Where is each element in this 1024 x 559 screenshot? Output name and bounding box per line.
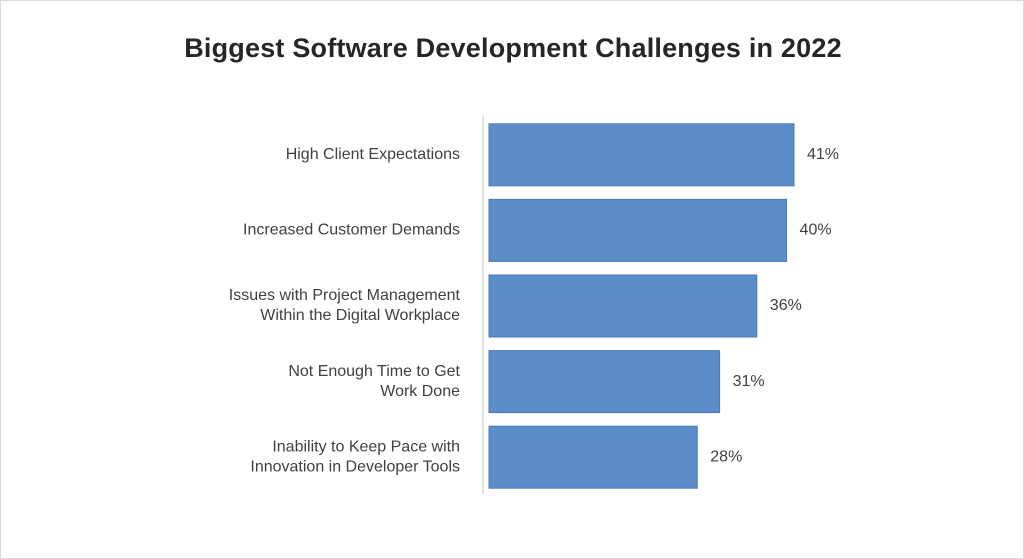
category-label-line: Innovation in Developer Tools: [250, 458, 460, 475]
category-label: Issues with Project Management Within the…: [229, 287, 461, 324]
bars-group: [488, 123, 795, 489]
data-label: 40%: [800, 222, 832, 239]
value-labels-group: 41% 40% 36% 31% 28%: [710, 146, 839, 465]
chart-title: Biggest Software Development Challenges …: [184, 33, 842, 63]
data-label: 36%: [770, 297, 802, 314]
category-label-line: Work Done: [380, 383, 460, 400]
data-label: 28%: [710, 448, 742, 465]
category-label-line: Not Enough Time to Get: [288, 363, 460, 380]
bar: [488, 274, 758, 338]
category-label-line: Issues with Project Management: [229, 287, 461, 304]
category-label: Increased Customer Demands: [243, 222, 460, 239]
category-label-line: Inability to Keep Pace with: [272, 438, 460, 455]
bar: [488, 425, 698, 489]
category-labels-group: High Client Expectations Increased Custom…: [229, 146, 461, 475]
bar: [488, 123, 795, 187]
data-label: 31%: [733, 373, 765, 390]
bar: [488, 198, 788, 262]
category-label-line: Within the Digital Workplace: [260, 307, 460, 324]
bar: [488, 350, 721, 414]
data-label: 41%: [807, 146, 839, 163]
category-label-line: High Client Expectations: [286, 146, 460, 163]
category-label: Inability to Keep Pace with Innovation in…: [250, 438, 460, 475]
category-label: High Client Expectations: [286, 146, 460, 163]
category-label-line: Increased Customer Demands: [243, 222, 460, 239]
category-label: Not Enough Time to Get Work Done: [288, 363, 460, 400]
